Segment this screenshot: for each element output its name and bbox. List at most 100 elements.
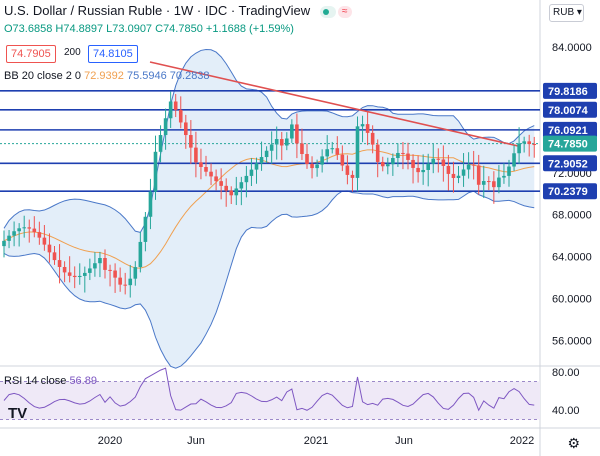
candle-body: [138, 241, 143, 268]
price-level-label: 74.7850: [548, 139, 588, 151]
candle-body: [446, 165, 451, 174]
candle-body: [507, 166, 511, 176]
candle-body: [7, 235, 11, 241]
trend-line: [149, 61, 519, 147]
candle-body: [396, 152, 400, 159]
candle-body: [32, 228, 37, 233]
candle-body: [67, 272, 72, 276]
buy-button[interactable]: 74.8105: [88, 45, 138, 63]
candle-body: [406, 153, 410, 160]
candle-body: [320, 156, 324, 165]
bb-basis-value: 72.9392: [84, 70, 124, 82]
price-tick-label: 84.0000: [552, 42, 592, 54]
candle-body: [173, 101, 178, 110]
candle-body: [274, 139, 279, 145]
wave-icon[interactable]: ≈: [337, 5, 352, 18]
candle-body: [239, 182, 244, 189]
candle-body: [411, 159, 415, 168]
candle-body: [436, 158, 441, 160]
candle-body: [37, 232, 42, 238]
candle-body: [214, 176, 218, 182]
candle-body: [93, 263, 97, 269]
candle-body: [522, 141, 526, 144]
candle-body: [249, 169, 254, 176]
candle-body: [17, 228, 21, 232]
price-level-badge: [543, 135, 597, 152]
candle-body: [355, 126, 360, 178]
candle-body: [340, 154, 345, 166]
candle-body: [300, 143, 304, 155]
rsi-line: [3, 367, 535, 412]
sell-button[interactable]: 74.7905: [6, 45, 56, 63]
candle-body: [62, 266, 67, 273]
candle-body: [269, 144, 274, 151]
open-value: O73.6858: [4, 23, 53, 35]
candle-body: [77, 275, 82, 278]
chart-title: U.S. Dollar / Russian Ruble · 1W · IDC ·…: [4, 3, 352, 18]
price-tick-label: 64.0000: [552, 252, 592, 264]
candle-body: [471, 164, 476, 166]
candle-body: [380, 161, 385, 167]
rsi-tick-label: 80.00: [552, 367, 580, 379]
candle-body: [375, 144, 380, 162]
tradingview-logo-icon[interactable]: TV: [8, 405, 28, 422]
candle-body: [461, 169, 466, 176]
candle-body: [441, 159, 446, 166]
price-level-label: 76.0921: [548, 125, 588, 137]
status-dot-icon[interactable]: [319, 5, 336, 18]
currency-label: RUB: [553, 7, 575, 18]
price-level-label: 79.8186: [548, 86, 588, 98]
close-value: C74.7850: [155, 23, 203, 35]
ohlc-readout: O73.6858 H74.8897 L73.0907 C74.7850 +1.1…: [4, 23, 294, 35]
candle-body: [2, 240, 6, 247]
candle-body: [497, 177, 501, 188]
candle-body: [12, 231, 16, 236]
candle-body: [224, 185, 228, 191]
candle-body: [153, 151, 158, 192]
rsi-legend[interactable]: RSI 14 close 56.89: [4, 375, 97, 387]
candle-body: [163, 118, 168, 136]
candle-body: [194, 147, 198, 163]
candle-body: [502, 175, 506, 178]
candle-body: [421, 169, 425, 173]
time-tick-label: Jun: [187, 435, 205, 447]
bb-legend[interactable]: BB 20 close 2 0 72.9392 75.5946 70.2838: [4, 70, 210, 82]
candle-body: [158, 135, 163, 152]
price-level-label: 70.2379: [548, 186, 588, 198]
gear-icon[interactable]: ⚙: [567, 435, 580, 451]
candle-body: [72, 275, 77, 278]
price-level-badge: [543, 82, 597, 99]
high-value: H74.8897: [55, 23, 104, 35]
candle-body: [451, 173, 456, 178]
candle-body: [88, 268, 92, 273]
candle-body: [234, 188, 239, 196]
candle-body: [370, 132, 375, 145]
candle-body: [487, 181, 491, 183]
candle-body: [426, 163, 430, 170]
candle-body: [254, 163, 259, 170]
candle-body: [42, 237, 47, 245]
candle-body: [259, 157, 264, 164]
time-tick-label: 2020: [98, 435, 122, 447]
bb-upper-value: 75.5946: [126, 70, 167, 82]
candle-body: [22, 227, 26, 229]
candle-body: [350, 174, 355, 178]
candle-body: [476, 165, 481, 185]
price-level-label: 78.0074: [548, 105, 589, 117]
bb-upper-line: [3, 48, 535, 233]
candle-body: [98, 258, 102, 264]
candle-body: [199, 162, 203, 167]
candle-body: [113, 270, 117, 278]
time-tick-label: 2022: [510, 435, 534, 447]
low-value: L73.0907: [106, 23, 153, 35]
currency-select[interactable]: RUB ▾: [549, 4, 584, 22]
price-level-label: 72.9052: [548, 158, 588, 170]
bb-lower-value: 70.2838: [169, 70, 210, 82]
candle-body: [209, 171, 213, 177]
rsi-value: 56.89: [69, 375, 97, 387]
candle-body: [325, 149, 329, 157]
candle-body: [305, 154, 309, 164]
candle-body: [512, 153, 516, 167]
candle-body: [204, 166, 208, 172]
